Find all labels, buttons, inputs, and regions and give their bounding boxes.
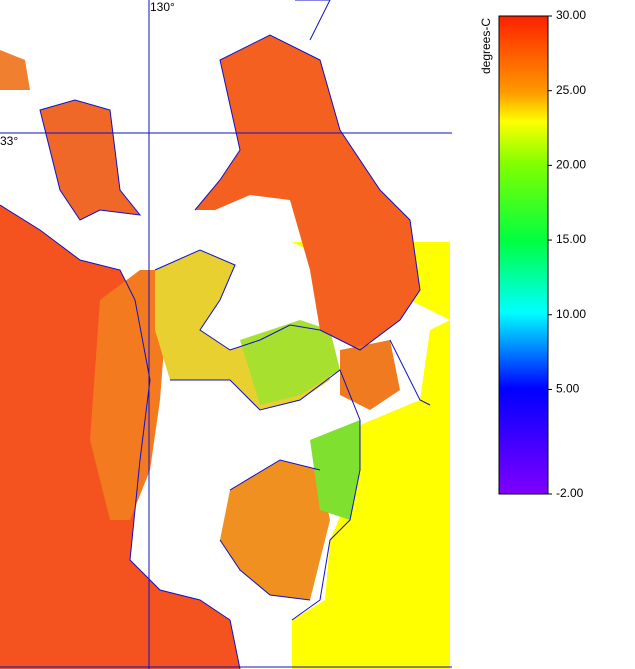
colorbar-tick-label: 25.00 (556, 83, 586, 97)
longitude-label: 130° (150, 0, 175, 14)
colorbar (498, 15, 549, 495)
graticule (0, 0, 452, 669)
latitude-label: 33° (0, 134, 18, 148)
colorbar-tick-label: 5.00 (556, 382, 580, 396)
colorbar-tick-label: 30.00 (556, 8, 586, 22)
colorbar-tick-label: 20.00 (556, 158, 586, 172)
colorbar-tick-label: 10.00 (556, 307, 586, 321)
colorbar-tick-label: -2.00 (556, 486, 584, 500)
colorbar-tick-label: 15.00 (556, 232, 586, 246)
sst-field (0, 35, 450, 669)
coastline (0, 0, 431, 669)
colorbar-title: degrees-C (479, 18, 493, 74)
